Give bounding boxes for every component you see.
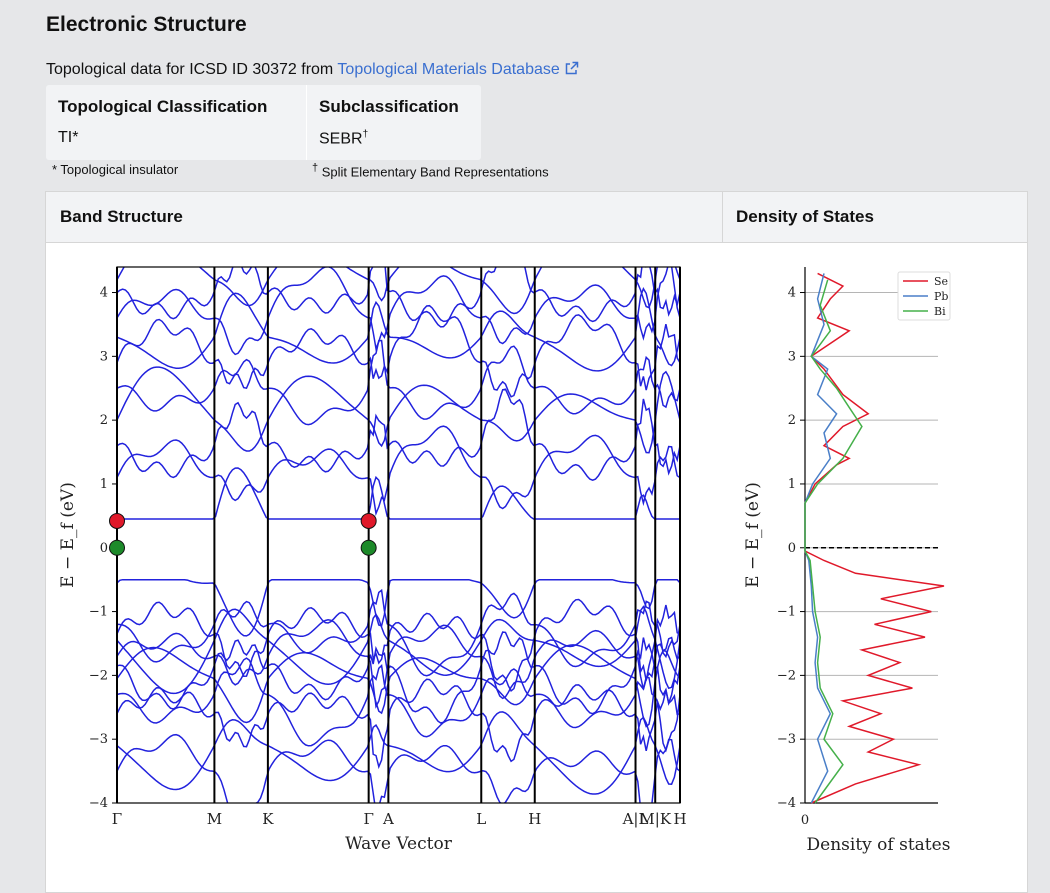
y-tick-label: −2 — [777, 668, 796, 683]
density-of-states-header: Density of States — [736, 207, 874, 226]
y-tick-label: −1 — [89, 605, 108, 620]
subclassification-text: SEBR — [319, 130, 363, 148]
subclassification-header: Subclassification — [319, 97, 459, 116]
dos-series-bi — [804, 279, 863, 804]
x-tick-label: K — [262, 810, 274, 828]
link-label: Topological Materials Database — [337, 61, 560, 78]
band-edge-marker — [109, 512, 125, 529]
dos-series-se — [804, 272, 945, 804]
density-of-states-chart: −4 −3 −2 −1 0 1 2 3 4 0 Density of states E − E_f (… — [743, 267, 951, 855]
page-title: Electronic Structure — [46, 13, 247, 36]
valence-band-line — [117, 678, 680, 770]
electronic-structure-panel: Band Structure Density of States — [45, 191, 1028, 893]
band-edge-marker — [360, 512, 377, 529]
valence-band-line — [117, 619, 680, 709]
topological-materials-database-link[interactable]: Topological Materials Database — [337, 61, 579, 81]
dos-series-pb — [804, 273, 838, 804]
x-tick-label: Γ — [112, 810, 122, 828]
valence-band-line — [117, 631, 680, 724]
y-tick-label: −4 — [777, 796, 796, 811]
band-edge-marker — [360, 539, 377, 556]
x-tick-label: H — [673, 810, 686, 828]
conduction-band-line — [117, 267, 680, 328]
x-axis-label: Wave Vector — [345, 834, 453, 854]
intro-text: Topological data for ICSD ID 30372 from … — [46, 61, 579, 81]
conduction-band-line — [117, 304, 680, 398]
valence-band-line — [117, 733, 680, 803]
y-axis-label: E − E_f (eV) — [58, 482, 78, 588]
footnote-sebr-text: Split Elementary Band Representations — [318, 164, 549, 180]
topological-classification-table: Topological Classification TI* Subclassi… — [46, 85, 481, 160]
external-link-icon — [564, 61, 579, 81]
valence-band-line — [117, 598, 680, 693]
band-structure-header: Band Structure — [60, 207, 183, 226]
conduction-band-line — [117, 467, 680, 520]
footnote-sebr: † Split Elementary Band Representations — [312, 162, 549, 179]
x-tick-label: Γ — [363, 810, 373, 828]
conduction-band-line — [117, 286, 680, 372]
classification-column: Topological Classification TI* — [46, 85, 306, 160]
x-axis-label: Density of states — [807, 835, 951, 855]
header-divider — [722, 192, 723, 242]
subclassification-column: Subclassification SEBR† — [306, 85, 482, 160]
band-plot-frame — [116, 266, 681, 804]
legend-label-se: Se — [934, 275, 948, 288]
conduction-band-line — [117, 388, 680, 482]
y-tick-label: 1 — [100, 477, 108, 492]
y-tick-label: −3 — [89, 732, 108, 747]
x-tick-label: A|L — [622, 810, 649, 828]
y-tick-label: 4 — [788, 286, 796, 301]
band-lines-group — [117, 267, 680, 803]
footnote-dagger: † — [312, 162, 319, 174]
y-tick-label: −3 — [777, 732, 796, 747]
footnote-ti: * Topological insulator — [52, 162, 179, 177]
conduction-band-line — [117, 267, 680, 356]
y-tick-label: −4 — [89, 796, 108, 811]
y-tick-label: 1 — [788, 477, 796, 492]
valence-band-line — [117, 657, 680, 753]
y-tick-label: 0 — [100, 541, 108, 556]
valence-band-line — [117, 644, 680, 728]
x-tick-label: M — [207, 810, 222, 828]
y-tick-label: 0 — [788, 541, 796, 556]
dagger-mark: † — [362, 129, 369, 140]
y-tick-label: −2 — [89, 668, 108, 683]
x-tick-label: L — [476, 810, 486, 828]
y-tick-label: 2 — [788, 413, 796, 428]
valence-band-line — [117, 605, 680, 695]
band-edge-marker — [109, 539, 125, 556]
legend-label-bi: Bi — [934, 305, 946, 318]
intro-prefix: Topological data for ICSD ID 30372 from — [46, 61, 338, 78]
x-tick-label: H — [528, 810, 541, 828]
y-tick-label: −1 — [777, 605, 796, 620]
dos-legend: Se Pb Bi — [897, 271, 951, 321]
valence-band-line — [117, 588, 680, 677]
y-tick-label: 4 — [100, 286, 108, 301]
conduction-band-line — [117, 267, 680, 315]
conduction-band-line — [117, 339, 680, 426]
y-tick-label: 3 — [788, 349, 796, 364]
x-tick-label: A — [382, 810, 394, 828]
panel-header: Band Structure Density of States — [46, 192, 1027, 243]
x-tick-label: 0 — [801, 813, 809, 828]
y-axis-label: E − E_f (eV) — [743, 482, 763, 588]
y-tick-label: 3 — [100, 349, 108, 364]
legend-label-pb: Pb — [934, 290, 948, 303]
conduction-band-line — [117, 425, 680, 517]
valence-band-line — [117, 578, 680, 637]
y-tick-label: 2 — [100, 413, 108, 428]
classification-value: TI* — [58, 129, 79, 146]
subclassification-value: SEBR† — [319, 129, 368, 148]
conduction-band-line — [117, 366, 680, 454]
valence-band-line — [117, 711, 680, 795]
x-tick-label: M|K — [639, 810, 671, 828]
classification-header: Topological Classification — [58, 97, 268, 116]
